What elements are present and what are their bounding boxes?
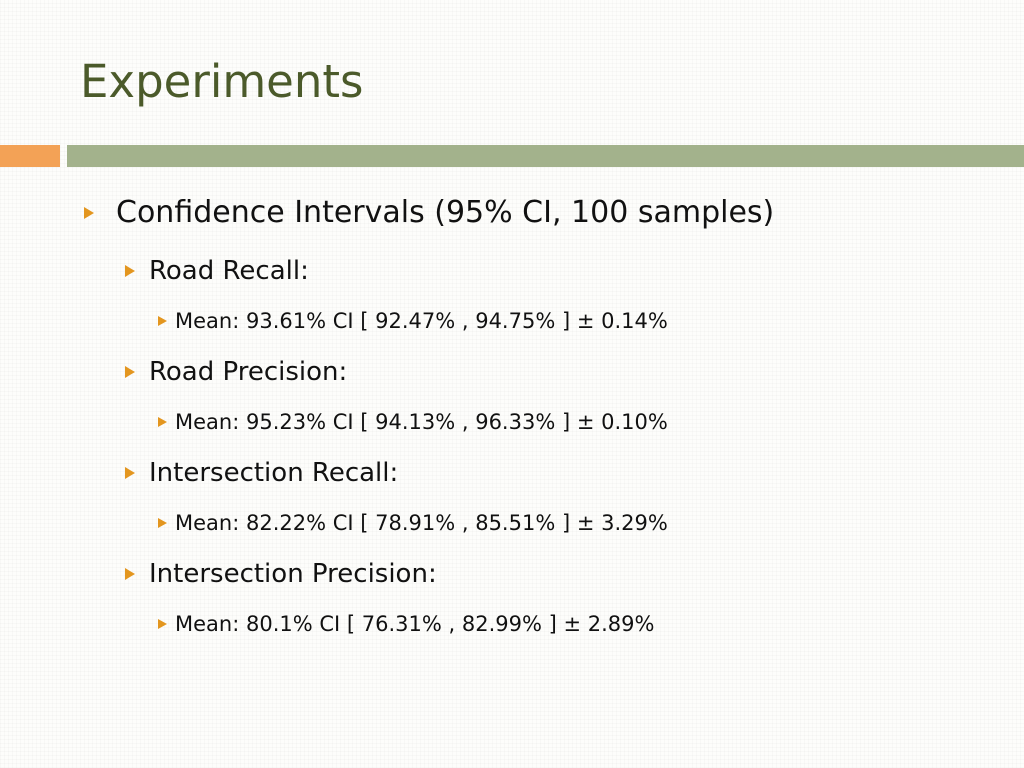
bullet-level2: Intersection Precision: — [125, 559, 437, 589]
arrow-bullet-icon — [158, 417, 167, 427]
metric-label: Road Precision: — [149, 357, 348, 387]
arrow-bullet-icon — [125, 366, 135, 378]
arrow-bullet-icon — [158, 316, 167, 326]
bullet-level2: Road Recall: — [125, 256, 309, 286]
metric-label: Road Recall: — [149, 256, 309, 286]
arrow-bullet-icon — [125, 265, 135, 277]
arrow-bullet-icon — [158, 619, 167, 629]
bullet-main-text: Confidence Intervals (95% CI, 100 sample… — [116, 195, 775, 230]
arrow-bullet-icon — [158, 518, 167, 528]
metric-detail: Mean: 93.61% CI [ 92.47% , 94.75% ] ± 0.… — [175, 309, 668, 333]
bullet-level3: Mean: 82.22% CI [ 78.91% , 85.51% ] ± 3.… — [158, 511, 668, 535]
arrow-bullet-icon — [125, 467, 135, 479]
metric-detail: Mean: 82.22% CI [ 78.91% , 85.51% ] ± 3.… — [175, 511, 668, 535]
metric-label: Intersection Precision: — [149, 559, 437, 589]
metric-detail: Mean: 80.1% CI [ 76.31% , 82.99% ] ± 2.8… — [175, 612, 655, 636]
bullet-level3: Mean: 80.1% CI [ 76.31% , 82.99% ] ± 2.8… — [158, 612, 654, 636]
arrow-bullet-icon — [125, 568, 135, 580]
slide-title: Experiments — [80, 55, 364, 108]
bullet-level3: Mean: 93.61% CI [ 92.47% , 94.75% ] ± 0.… — [158, 309, 668, 333]
metric-label: Intersection Recall: — [149, 458, 399, 488]
arrow-bullet-icon — [84, 206, 94, 219]
accent-bar-green — [67, 145, 1024, 167]
bullet-level2: Intersection Recall: — [125, 458, 398, 488]
bullet-level1: Confidence Intervals (95% CI, 100 sample… — [84, 195, 774, 230]
bullet-level3: Mean: 95.23% CI [ 94.13% , 96.33% ] ± 0.… — [158, 410, 668, 434]
metric-detail: Mean: 95.23% CI [ 94.13% , 96.33% ] ± 0.… — [175, 410, 668, 434]
accent-bar-orange — [0, 145, 60, 167]
bullet-level2: Road Precision: — [125, 357, 347, 387]
